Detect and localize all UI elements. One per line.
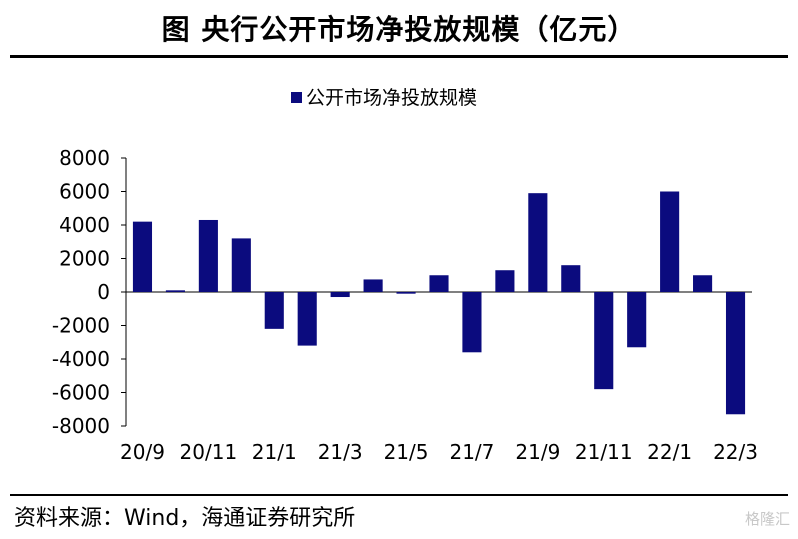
- bar-22-1: [660, 191, 680, 292]
- y-tick-label: -8000: [52, 414, 110, 438]
- x-tick-label: 22/1: [647, 440, 692, 464]
- legend-label: 公开市场净投放规模: [306, 87, 477, 109]
- y-axis: -8000 -6000 -4000 -2000 0 2000 4000 6000 8000: [52, 146, 126, 438]
- bar-21-1: [264, 292, 284, 329]
- bar-21-6: [429, 275, 449, 292]
- x-tick-label: 22/3: [713, 440, 758, 464]
- bar-20-12: [231, 238, 251, 292]
- y-tick-label: -2000: [52, 314, 110, 338]
- bar-21-2: [297, 292, 317, 346]
- bar-21-7: [462, 292, 482, 353]
- y-tick-label: 2000: [59, 247, 110, 271]
- bar-21-3: [330, 292, 350, 298]
- x-tick-label: 20/11: [180, 440, 238, 464]
- x-tick-label: 21/11: [575, 440, 633, 464]
- bar-22-2: [693, 275, 713, 292]
- x-axis: 20/9 20/11 21/1 21/3 21/5 21/7 21/9 21/11 22/1 22…: [120, 440, 758, 464]
- y-tick-label: -4000: [52, 347, 110, 371]
- x-tick-label: 21/5: [384, 440, 429, 464]
- chart-title: 图 央行公开市场净投放规模（亿元）: [161, 13, 637, 46]
- bar-21-8: [495, 270, 515, 292]
- y-tick-label: 8000: [59, 146, 110, 170]
- watermark: 格隆汇: [744, 510, 790, 528]
- bar-21-5: [396, 292, 416, 294]
- bar-21-4: [363, 279, 383, 292]
- bar-20-11: [198, 219, 218, 292]
- bar-21-12: [627, 292, 647, 348]
- bar-21-9: [528, 193, 548, 292]
- y-tick-label: 4000: [59, 213, 110, 237]
- x-tick-label: 21/9: [515, 440, 560, 464]
- y-tick-label: 0: [97, 280, 110, 304]
- bar-20-9: [132, 221, 153, 292]
- x-tick-label: 21/1: [252, 440, 297, 464]
- bar-20-10: [165, 290, 185, 292]
- top-rule: [10, 55, 788, 58]
- legend: 公开市场净投放规模: [291, 87, 477, 109]
- x-tick-label: 21/3: [318, 440, 363, 464]
- bar-21-10: [561, 265, 581, 292]
- x-tick-label: 21/7: [449, 440, 494, 464]
- chart: 公开市场净投放规模 -8000 -6000 -4000 -2000 0 2000 4000 6…: [52, 87, 758, 464]
- y-tick-label: -6000: [52, 381, 110, 405]
- y-tick-label: 6000: [59, 180, 110, 204]
- x-tick-label: 20/9: [120, 440, 165, 464]
- title-bar: 图 央行公开市场净投放规模（亿元）: [0, 0, 798, 58]
- legend-swatch: [291, 92, 302, 103]
- bar-21-11: [594, 292, 614, 390]
- source-note: 资料来源：Wind，海通证券研究所: [14, 506, 356, 531]
- bars: [132, 191, 746, 415]
- bar-22-3: [725, 292, 746, 415]
- bottom-rule: [10, 494, 788, 496]
